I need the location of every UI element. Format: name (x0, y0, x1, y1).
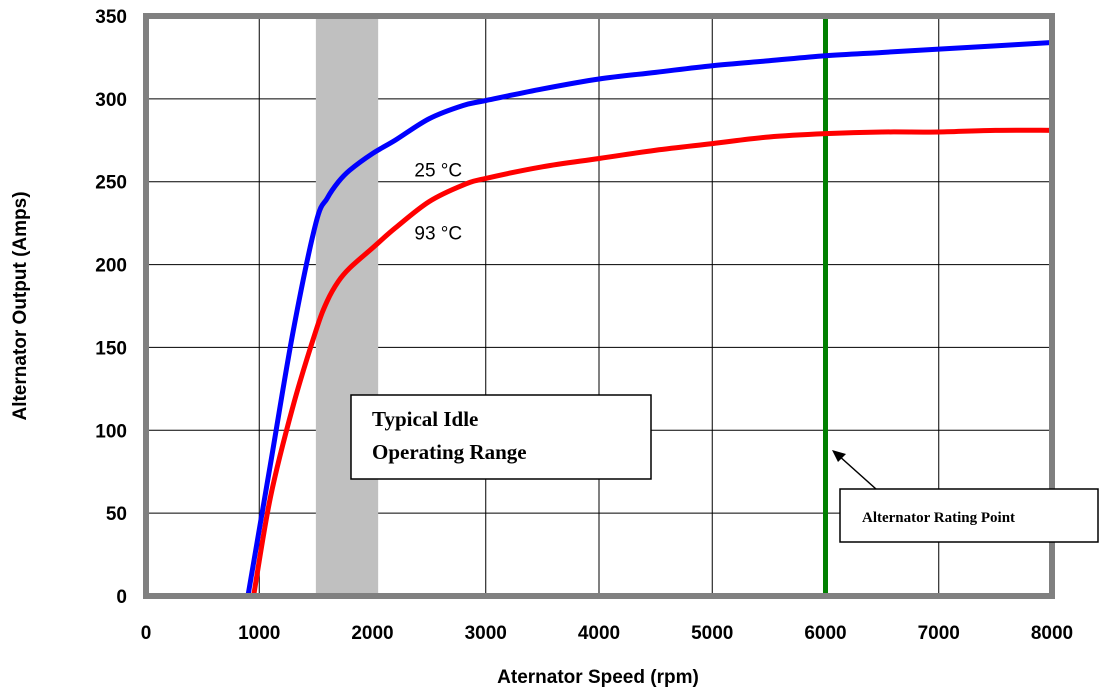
x-tick-labels: 0 1000 2000 3000 4000 5000 6000 7000 8000 (141, 623, 1073, 644)
idle-box-line1: Typical Idle (372, 407, 478, 431)
idle-box-line2: Operating Range (372, 440, 527, 464)
x-tick-label: 5000 (691, 623, 733, 644)
y-tick-label: 50 (106, 504, 127, 525)
y-tick-label: 200 (95, 256, 127, 277)
plot-frame (143, 13, 1055, 599)
y-tick-label: 150 (95, 338, 127, 359)
x-tick-label: 8000 (1031, 623, 1073, 644)
y-tick-label: 100 (95, 421, 127, 442)
series-25c-label: 25 °C (414, 161, 462, 182)
x-tick-label: 2000 (351, 623, 393, 644)
x-tick-label: 6000 (804, 623, 846, 644)
series-93c-label: 93 °C (414, 224, 462, 245)
y-tick-label: 250 (95, 173, 127, 194)
x-tick-label: 1000 (238, 623, 280, 644)
y-tick-label: 350 (95, 7, 127, 28)
y-axis-title: Alternator Output (Amps) (10, 191, 31, 420)
rating-arrow (832, 450, 877, 490)
y-tick-label: 300 (95, 90, 127, 111)
y-tick-label: 0 (116, 587, 127, 608)
x-tick-label: 0 (141, 623, 152, 644)
idle-range-box: Typical Idle Operating Range (350, 394, 652, 480)
x-tick-label: 4000 (578, 623, 620, 644)
rating-box-label: Alternator Rating Point (862, 510, 1015, 526)
x-axis-title: Aternator Speed (rpm) (497, 667, 699, 688)
rating-point-box: Alternator Rating Point (839, 488, 1099, 543)
series-25c-line (245, 40, 1053, 597)
series-93c-line (251, 127, 1053, 597)
x-tick-label: 7000 (918, 623, 960, 644)
y-tick-labels: 0 50 100 150 200 250 300 350 (95, 7, 127, 608)
x-tick-label: 3000 (465, 623, 507, 644)
